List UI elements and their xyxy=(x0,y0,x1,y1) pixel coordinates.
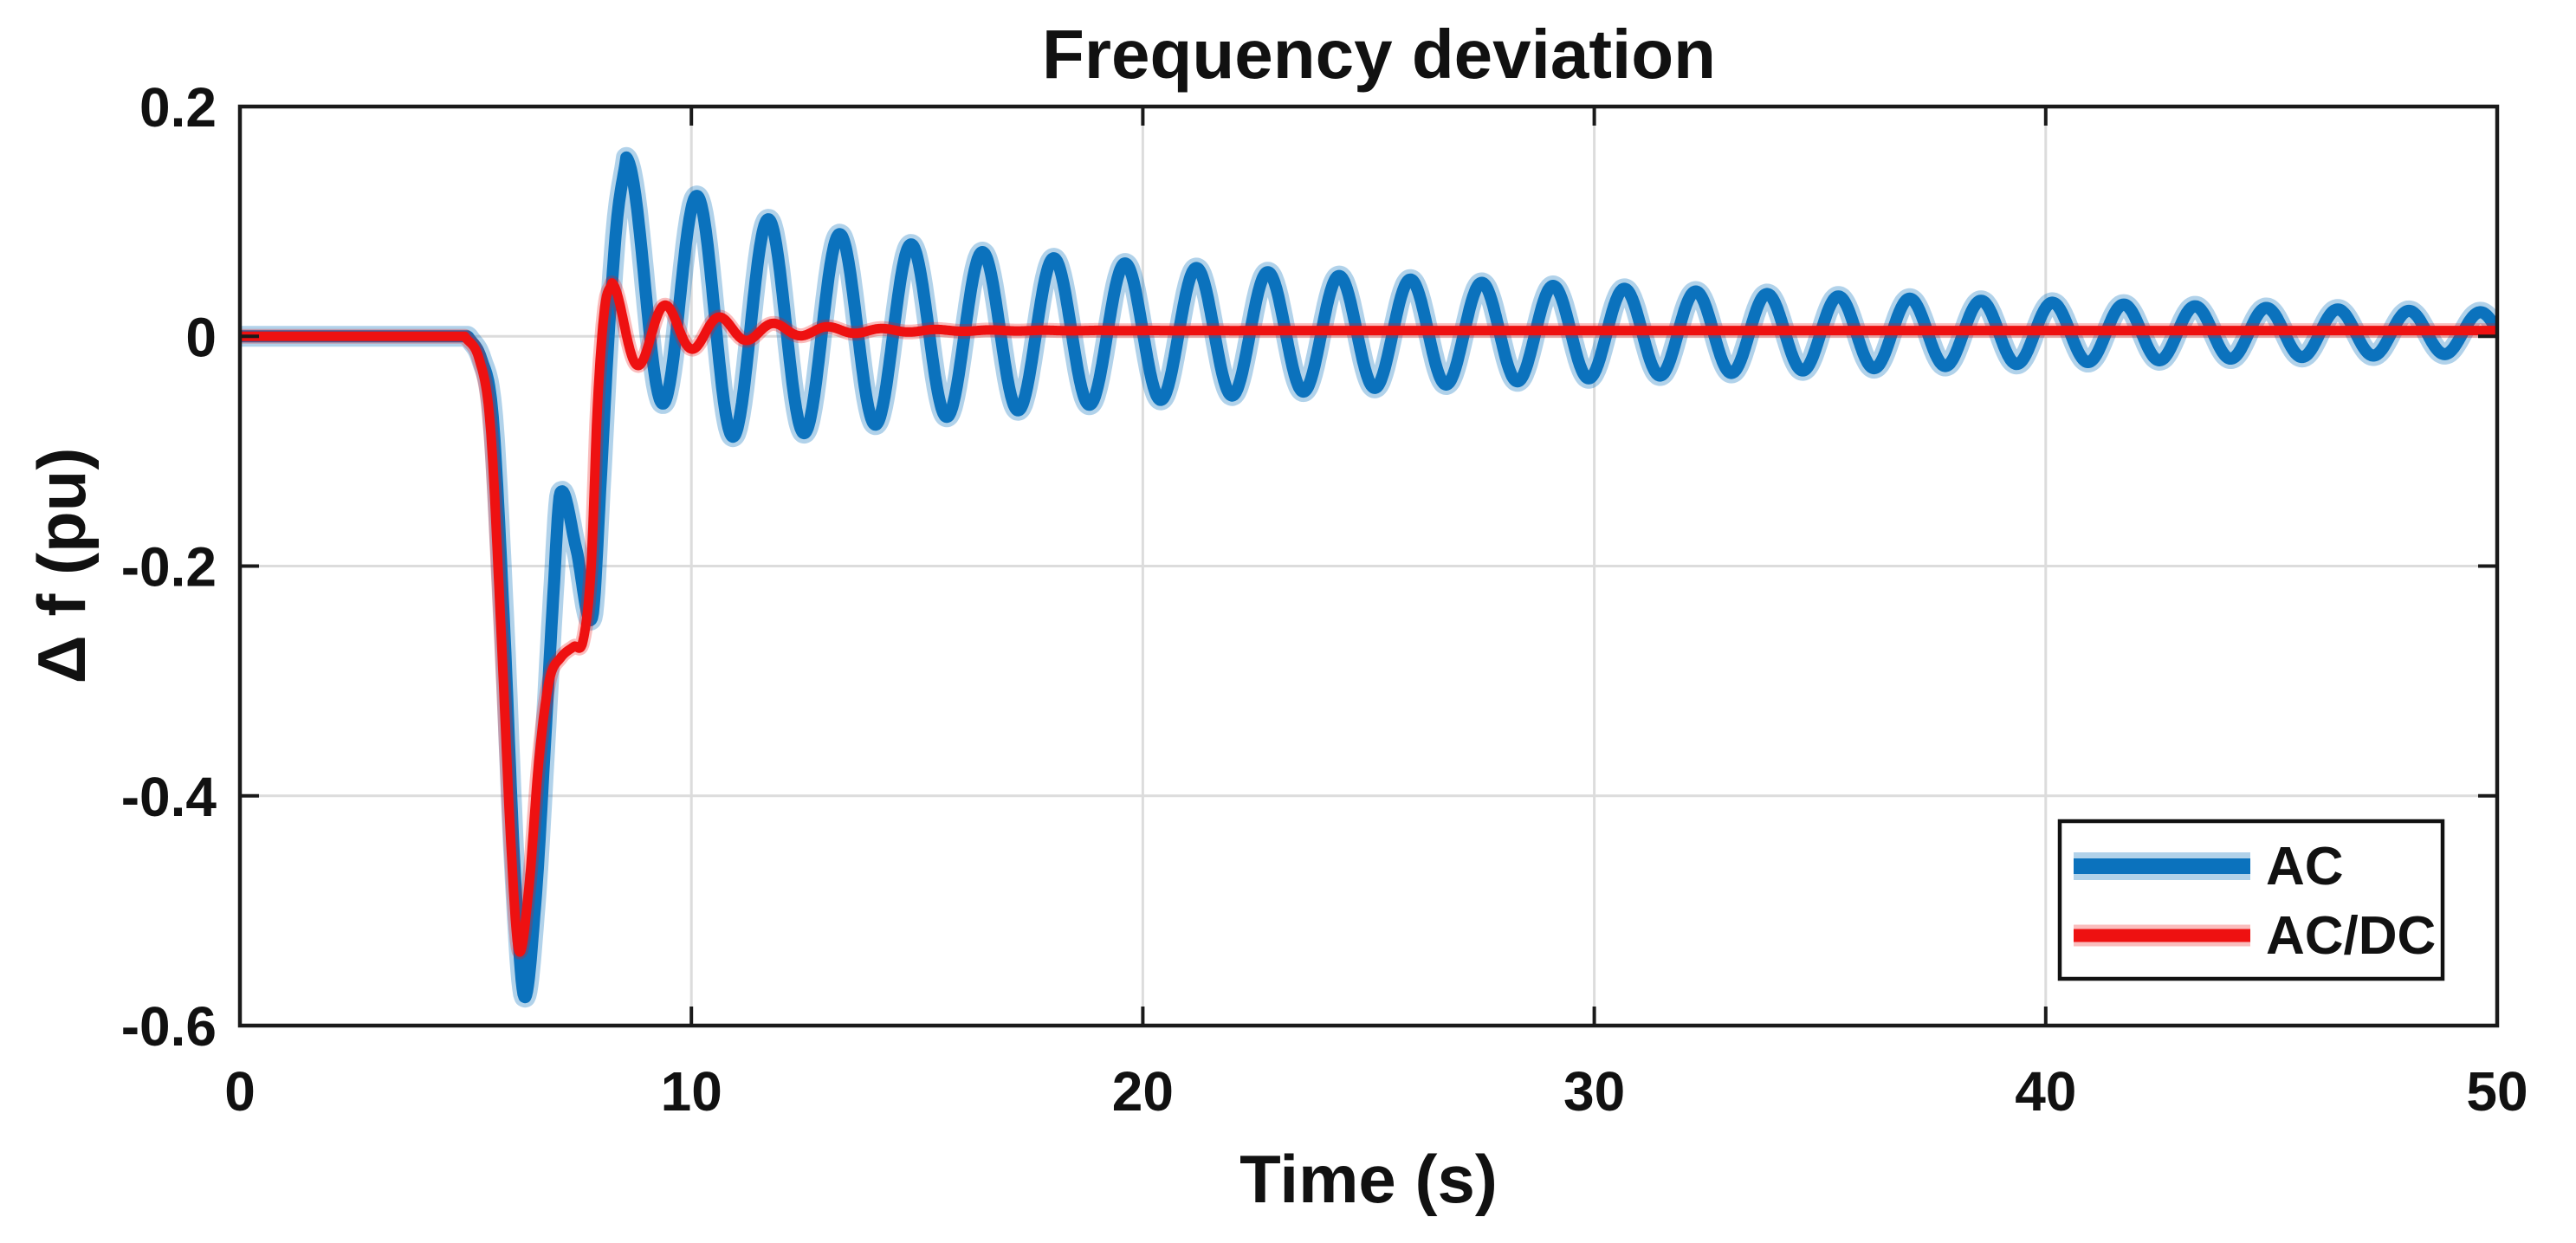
x-tick-label-1: 10 xyxy=(661,1060,722,1123)
chart-title: Frequency deviation xyxy=(1042,16,1716,93)
x-tick-label-3: 30 xyxy=(1563,1060,1625,1123)
legend-label-1: AC/DC xyxy=(2266,906,2436,966)
x-tick-label-2: 20 xyxy=(1112,1060,1174,1123)
legend-label-0: AC xyxy=(2266,837,2344,897)
y-tick-label-3: -0.4 xyxy=(121,766,217,828)
series-line-ac xyxy=(240,151,2497,1004)
x-tick-label-5: 50 xyxy=(2466,1060,2527,1123)
x-tick-labels: 0 10 20 30 40 50 xyxy=(224,1060,2527,1123)
x-tick-label-0: 0 xyxy=(224,1060,256,1123)
legend: AC AC/DC xyxy=(2057,819,2445,981)
gridlines xyxy=(240,107,2497,1026)
y-tick-label-2: -0.2 xyxy=(121,536,217,599)
y-tick-labels: 0.2 0 -0.2 -0.4 -0.6 xyxy=(121,76,217,1058)
y-axis-label: Δ f (pu) xyxy=(23,448,100,684)
series-lines xyxy=(240,146,2497,1008)
axes-box xyxy=(237,104,2500,1028)
legend-box xyxy=(2057,819,2445,981)
y-tick-label-1: 0 xyxy=(185,306,217,368)
series-line-acdc xyxy=(240,278,2497,957)
y-tick-label-4: -0.6 xyxy=(121,995,217,1058)
x-axis-label: Time (s) xyxy=(1239,1141,1498,1217)
y-tick-label-0: 0.2 xyxy=(139,76,217,139)
x-tick-label-4: 40 xyxy=(2015,1060,2076,1123)
